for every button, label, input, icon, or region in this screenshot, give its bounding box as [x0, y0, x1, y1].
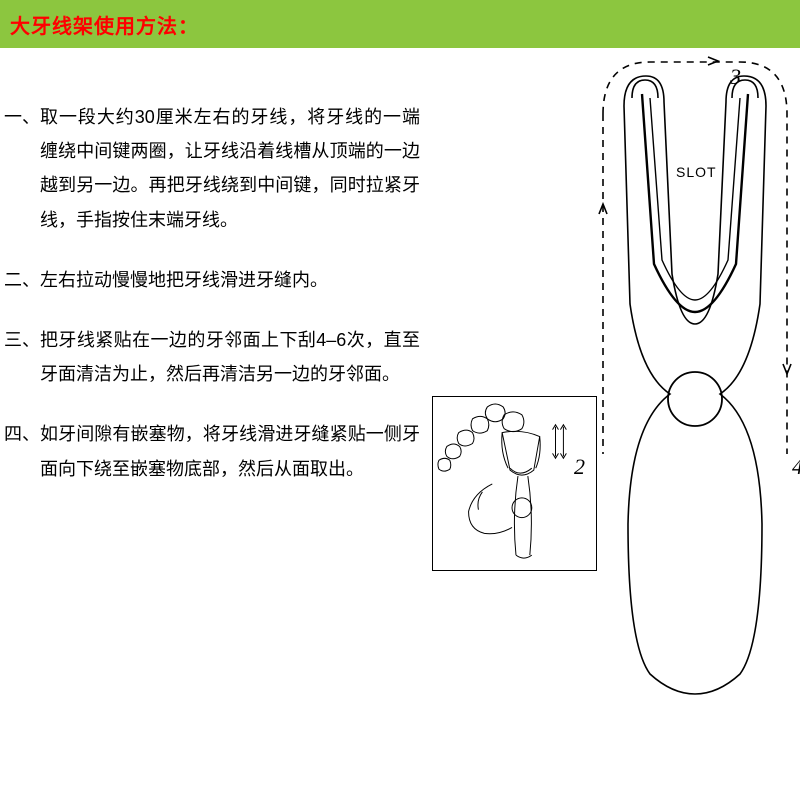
instructions: 一、 取一段大约30厘米左右的牙线，将牙线的一端缠绕中间键两圈，让牙线沿着线槽从… [0, 100, 430, 512]
step-text: 如牙间隙有嵌塞物，将牙线滑进牙缝紧贴一侧牙面向下绕至嵌塞物底部，然后从面取出。 [40, 417, 420, 485]
step-bullet: 一、 [0, 100, 40, 237]
step-bullet: 三、 [0, 323, 40, 391]
diagram-label-3: 3 [730, 64, 741, 90]
slot-label: SLOT [676, 164, 717, 180]
step-bullet: 四、 [0, 417, 40, 485]
header-bar: 大牙线架使用方法： [0, 0, 800, 48]
step-text: 左右拉动慢慢地把牙线滑进牙缝内。 [40, 263, 420, 297]
step-2: 二、 左右拉动慢慢地把牙线滑进牙缝内。 [0, 263, 420, 297]
diagram-label-4: 4 [792, 454, 800, 480]
header-title: 大牙线架使用方法： [10, 10, 199, 39]
step-4: 四、 如牙间隙有嵌塞物，将牙线滑进牙缝紧贴一侧牙面向下绕至嵌塞物底部，然后从面取… [0, 417, 420, 485]
step-1: 一、 取一段大约30厘米左右的牙线，将牙线的一端缠绕中间键两圈，让牙线沿着线槽从… [0, 100, 420, 237]
step-text: 取一段大约30厘米左右的牙线，将牙线的一端缠绕中间键两圈，让牙线沿着线槽从顶端的… [40, 100, 420, 237]
usage-illustration [432, 396, 597, 571]
step-text: 把牙线紧贴在一边的牙邻面上下刮4–6次，直至牙面清洁为止，然后再清洁另一边的牙邻… [40, 323, 420, 391]
step-bullet: 二、 [0, 263, 40, 297]
step-3: 三、 把牙线紧贴在一边的牙邻面上下刮4–6次，直至牙面清洁为止，然后再清洁另一边… [0, 323, 420, 391]
diagram-label-2: 2 [574, 454, 585, 480]
flosser-diagram: SLOT 3 2 4 [590, 54, 800, 694]
